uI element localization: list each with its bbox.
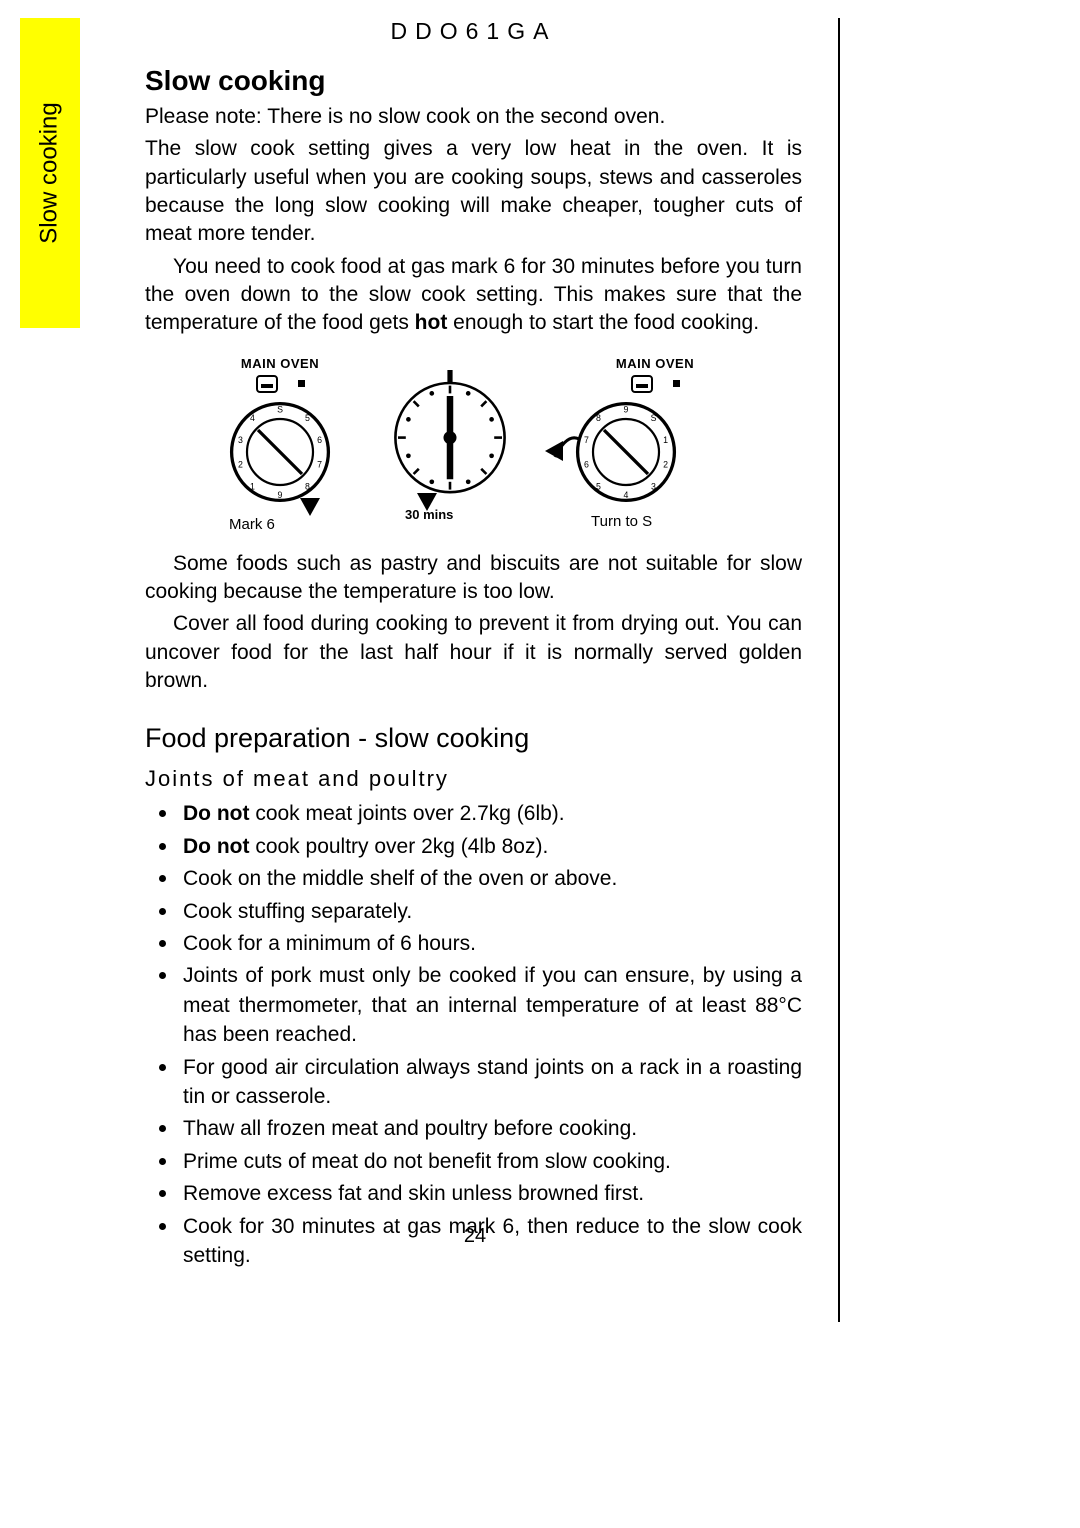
svg-text:4: 4 (624, 490, 629, 500)
list-item: Do not cook poultry over 2kg (4lb 8oz). (179, 831, 802, 861)
dial-2-top-label: MAIN OVEN (545, 356, 725, 371)
note-rest: There is no slow cook on the second oven… (262, 105, 666, 128)
curve-arrow-icon (553, 431, 581, 461)
list-item: Cook on the middle shelf of the oven or … (179, 863, 802, 893)
subsection-title: Food preparation - slow cooking (145, 723, 802, 754)
model-code: DDO61GA (145, 18, 802, 45)
bullet-text: For good air circulation always stand jo… (183, 1056, 802, 1108)
bullet-text: Remove excess fat and skin unless browne… (183, 1182, 644, 1205)
svg-text:5: 5 (596, 481, 601, 491)
svg-text:1: 1 (663, 435, 668, 445)
bullet-bold: Do not (183, 835, 249, 858)
dial-1-svg: S 4 5 3 6 2 7 1 8 9 (225, 397, 335, 507)
note-line: Please note: There is no slow cook on th… (145, 103, 802, 131)
list-item: Do not cook meat joints over 2.7kg (6lb)… (179, 798, 802, 828)
side-tab-label: Slow cooking (36, 102, 64, 243)
list-item: Joints of pork must only be cooked if yo… (179, 960, 802, 1049)
arrow-down-icon (417, 493, 437, 511)
timer-label: 30 mins (375, 507, 525, 522)
indicator-dot-icon (298, 380, 305, 387)
bullet-text: cook meat joints over 2.7kg (6lb). (249, 802, 564, 825)
oven-icon (256, 375, 278, 393)
dial-diagram: MAIN OVEN S 4 5 3 6 2 7 1 8 9 (145, 356, 802, 536)
svg-text:2: 2 (663, 459, 668, 469)
para-2: You need to cook food at gas mark 6 for … (145, 253, 802, 338)
svg-text:2: 2 (238, 459, 243, 469)
para-4: Cover all food during cooking to prevent… (145, 610, 802, 695)
dial-1-icons (205, 375, 355, 393)
note-lead: Please note: (145, 105, 262, 128)
manual-page: Slow cooking DDO61GA Slow cooking Please… (0, 0, 1080, 1528)
bullet-list: Do not cook meat joints over 2.7kg (6lb)… (145, 798, 802, 1270)
page-number: 24 (145, 1225, 805, 1248)
bullet-text: Cook on the middle shelf of the oven or … (183, 867, 617, 890)
list-item: For good air circulation always stand jo… (179, 1052, 802, 1112)
bullet-text: Thaw all frozen meat and poultry before … (183, 1117, 637, 1140)
dial-2-icons (545, 375, 725, 393)
subsubsection-title: Joints of meat and poultry (145, 766, 802, 792)
content-column: DDO61GA Slow cooking Please note: There … (145, 18, 840, 1322)
svg-text:5: 5 (305, 413, 310, 423)
svg-text:6: 6 (317, 435, 322, 445)
list-item: Cook stuffing separately. (179, 896, 802, 926)
bullet-text: Joints of pork must only be cooked if yo… (183, 964, 802, 1046)
timer-dial: 30 mins (375, 370, 525, 522)
para-2-bold: hot (415, 311, 448, 334)
svg-text:1: 1 (250, 481, 255, 491)
indicator-dot-icon (673, 380, 680, 387)
arrow-down-icon (300, 498, 320, 516)
dial-1-top-label: MAIN OVEN (205, 356, 355, 371)
bullet-text: Cook for a minimum of 6 hours. (183, 932, 476, 955)
svg-text:3: 3 (238, 435, 243, 445)
svg-text:6: 6 (584, 459, 589, 469)
bullet-text: Cook stuffing separately. (183, 900, 412, 923)
dial-2-bot-label: Turn to S (545, 513, 725, 530)
para-2b: enough to start the food cooking. (447, 311, 759, 334)
svg-text:7: 7 (584, 435, 589, 445)
svg-text:S: S (651, 413, 657, 423)
section-title: Slow cooking (145, 65, 802, 97)
svg-text:7: 7 (317, 459, 322, 469)
dial-1-bot-label: Mark 6 (205, 516, 355, 533)
dial-2: MAIN OVEN 9 (545, 356, 725, 530)
svg-text:9: 9 (624, 404, 629, 414)
para-1: The slow cook setting gives a very low h… (145, 135, 802, 248)
list-item: Prime cuts of meat do not benefit from s… (179, 1146, 802, 1176)
svg-text:S: S (277, 404, 283, 414)
svg-text:4: 4 (250, 413, 255, 423)
svg-text:9: 9 (278, 490, 283, 500)
timer-svg (385, 370, 515, 500)
dial-2-svg: 9 8 S 7 1 6 2 5 3 4 (571, 397, 681, 507)
list-item: Thaw all frozen meat and poultry before … (179, 1113, 802, 1143)
bullet-text: cook poultry over 2kg (4lb 8oz). (249, 835, 548, 858)
list-item: Remove excess fat and skin unless browne… (179, 1178, 802, 1208)
side-tab: Slow cooking (20, 18, 80, 328)
svg-text:3: 3 (651, 481, 656, 491)
svg-text:8: 8 (305, 481, 310, 491)
dial-1: MAIN OVEN S 4 5 3 6 2 7 1 8 9 (205, 356, 355, 533)
svg-text:8: 8 (596, 413, 601, 423)
oven-icon (631, 375, 653, 393)
bullet-bold: Do not (183, 802, 249, 825)
bullet-text: Prime cuts of meat do not benefit from s… (183, 1150, 671, 1173)
para-3: Some foods such as pastry and biscuits a… (145, 550, 802, 607)
list-item: Cook for a minimum of 6 hours. (179, 928, 802, 958)
